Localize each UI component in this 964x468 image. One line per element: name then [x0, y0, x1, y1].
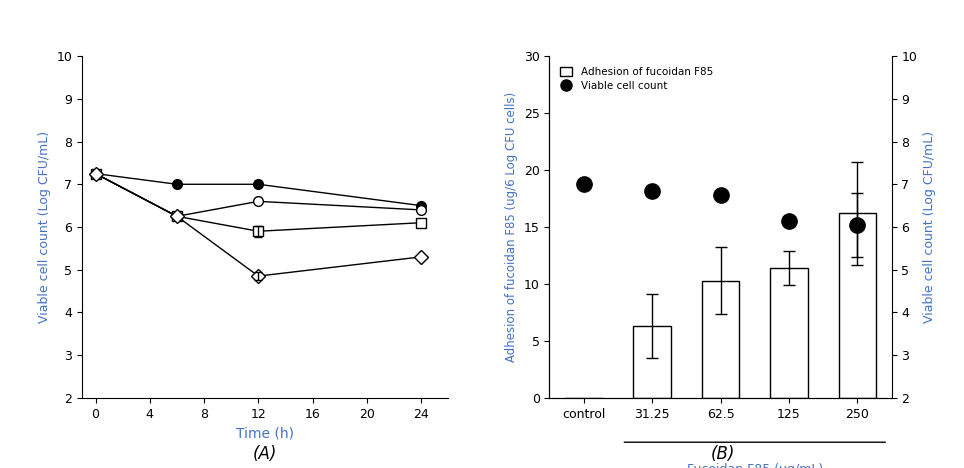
- Y-axis label: Viable cell count (Log CFU/mL): Viable cell count (Log CFU/mL): [923, 131, 936, 323]
- Text: Fucoidan F85 (ug/mL): Fucoidan F85 (ug/mL): [686, 463, 823, 468]
- Text: (A): (A): [253, 446, 278, 463]
- Text: (B): (B): [710, 446, 736, 463]
- Legend: Adhesion of fucoidan F85, Viable cell count: Adhesion of fucoidan F85, Viable cell co…: [554, 61, 718, 96]
- Bar: [633, 326, 671, 398]
- X-axis label: Time (h): Time (h): [236, 426, 294, 440]
- Bar: [839, 213, 876, 398]
- Y-axis label: Viable cell count (Log CFU/mL): Viable cell count (Log CFU/mL): [38, 131, 51, 323]
- Bar: [702, 280, 739, 398]
- Bar: [770, 268, 808, 398]
- Y-axis label: Adhesion of fucoidan F85 (ug/6 Log CFU cells): Adhesion of fucoidan F85 (ug/6 Log CFU c…: [505, 92, 519, 362]
